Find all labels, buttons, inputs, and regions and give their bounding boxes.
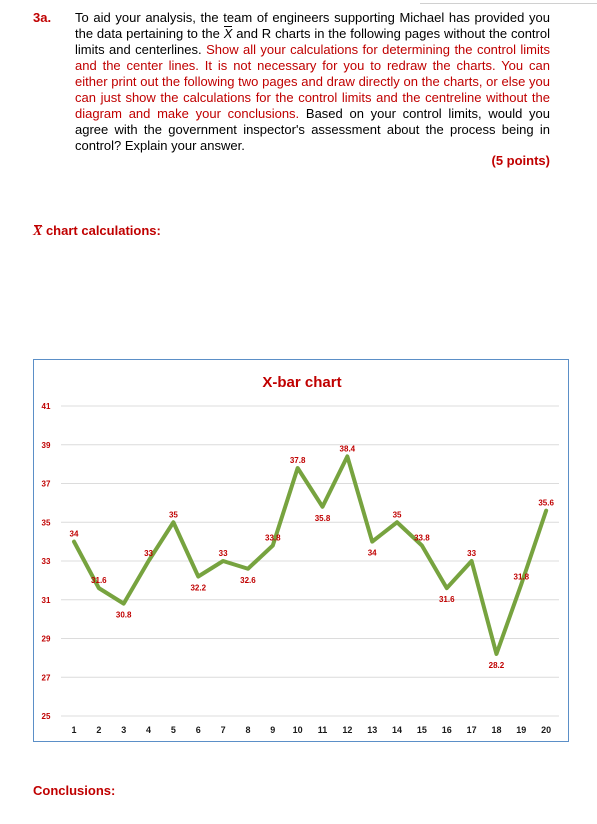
x-tick-label: 14 — [392, 725, 402, 735]
data-label: 35 — [169, 510, 178, 519]
question-text-part2: and R charts in the following pages with… — [75, 26, 550, 57]
x-tick-label: 16 — [442, 725, 452, 735]
calc-heading: X chart calculations: — [33, 223, 161, 240]
data-label: 32.2 — [190, 584, 206, 593]
x-tick-label: 12 — [342, 725, 352, 735]
question-text-red: Show all your calculations for determini… — [75, 42, 550, 121]
x-tick-label: 18 — [491, 725, 501, 735]
data-label: 38.4 — [340, 444, 356, 453]
x-tick-label: 6 — [196, 725, 201, 735]
x-tick-label: 1 — [71, 725, 76, 735]
x-tick-label: 17 — [467, 725, 477, 735]
question-number: 3a. — [33, 10, 52, 25]
data-label: 32.6 — [240, 576, 256, 585]
y-tick-label: 29 — [42, 635, 51, 644]
x-tick-label: 4 — [146, 725, 151, 735]
x-tick-label: 9 — [270, 725, 275, 735]
y-tick-label: 25 — [42, 712, 51, 721]
xbar-chart: X-bar chart 25 27 29 31 33 35 37 39 41 1 2 3 4 5 6 7 8 9 10… — [33, 359, 569, 742]
data-label: 34 — [368, 549, 377, 558]
y-tick-label: 33 — [42, 557, 51, 566]
points-label: (5 points) — [491, 153, 551, 168]
x-tick-label: 7 — [221, 725, 226, 735]
xbar-symbol: X — [223, 26, 233, 41]
data-label: 31.8 — [514, 572, 530, 581]
calc-heading-symbol: X — [33, 224, 43, 239]
y-tick-label: 35 — [42, 518, 51, 527]
data-label: 35 — [393, 510, 402, 519]
y-tick-label: 27 — [42, 673, 51, 682]
x-tick-label: 10 — [293, 725, 303, 735]
x-tick-label: 13 — [367, 725, 377, 735]
x-tick-label: 8 — [245, 725, 250, 735]
data-label: 34 — [70, 530, 79, 539]
y-tick-label: 39 — [42, 441, 51, 450]
x-tick-label: 2 — [96, 725, 101, 735]
x-tick-label: 5 — [171, 725, 176, 735]
conclusions-label: Conclusions: — [33, 783, 116, 798]
y-tick-label: 37 — [42, 480, 51, 489]
calc-heading-label: chart calculations: — [42, 223, 161, 238]
data-label: 33.8 — [414, 534, 430, 543]
x-tick-label: 11 — [318, 725, 328, 735]
chart-title: X-bar chart — [262, 374, 341, 391]
data-label: 31.6 — [91, 576, 107, 585]
question-text: To aid your analysis, the team of engine… — [75, 10, 550, 154]
x-tick-label: 3 — [121, 725, 126, 735]
data-label: 33.8 — [265, 534, 281, 543]
question-text-part1: To aid your analysis, the team of engine… — [75, 10, 550, 41]
x-tick-label: 20 — [541, 725, 551, 735]
y-tick-label: 41 — [42, 402, 51, 411]
data-label: 37.8 — [290, 456, 306, 465]
data-label: 31.6 — [439, 595, 455, 604]
x-tick-label: 15 — [417, 725, 427, 735]
data-label: 30.8 — [116, 611, 132, 620]
data-label: 35.6 — [538, 499, 554, 508]
x-tick-label: 19 — [516, 725, 526, 735]
question-text-part3: Based on your control limits, would you … — [75, 106, 550, 153]
top-rule — [420, 3, 597, 4]
data-label: 33 — [467, 549, 476, 558]
data-label: 33 — [219, 549, 228, 558]
data-label: 28.2 — [489, 661, 505, 670]
series-line — [72, 454, 549, 656]
y-tick-label: 31 — [42, 596, 51, 605]
data-label: 33 — [144, 549, 153, 558]
data-label: 35.8 — [315, 514, 331, 523]
